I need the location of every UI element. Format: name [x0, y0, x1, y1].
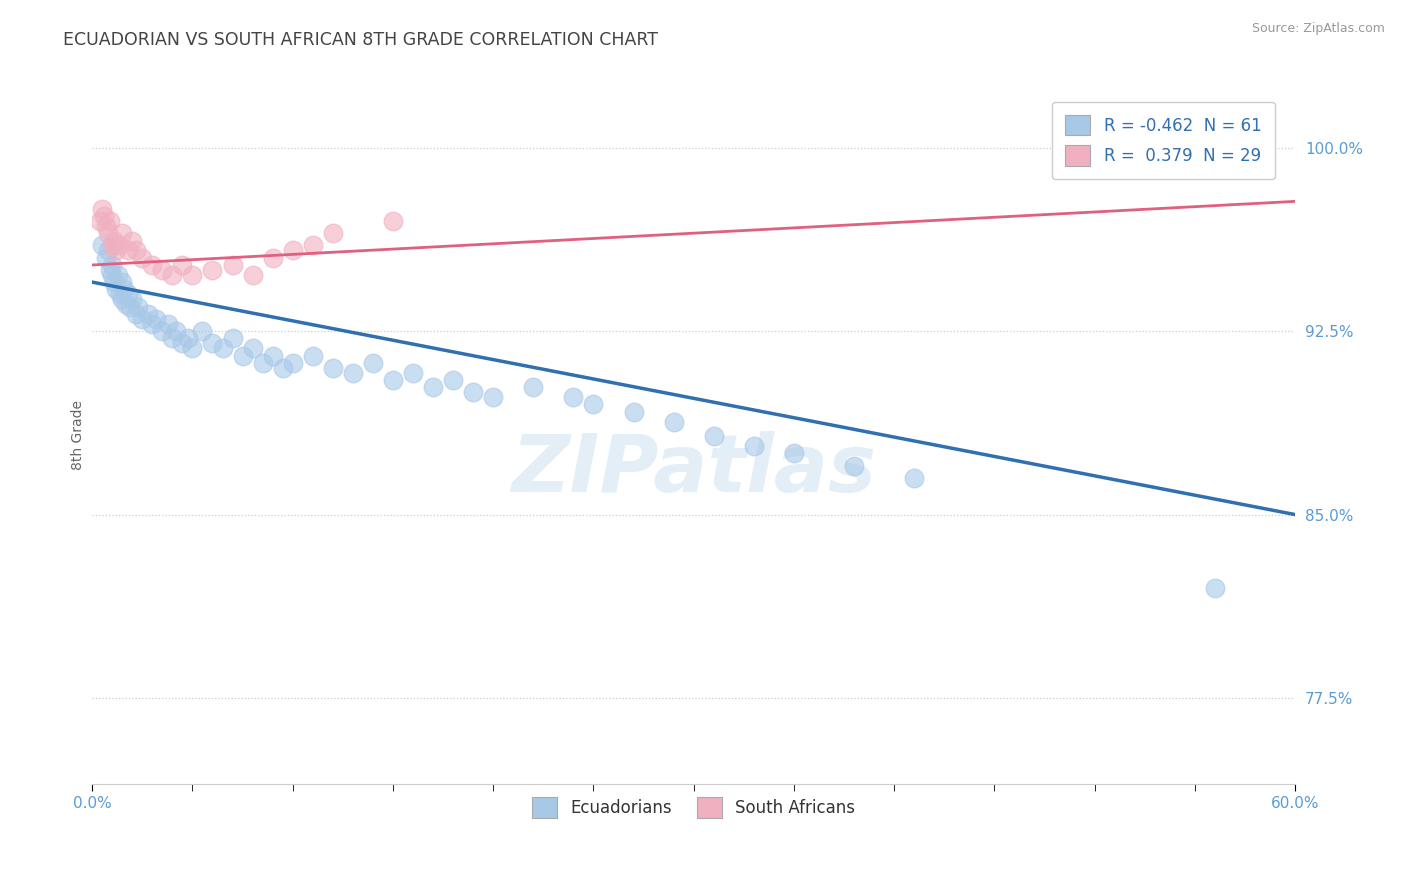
Point — [522, 380, 544, 394]
Point — [89, 214, 111, 228]
Point — [162, 268, 184, 282]
Point — [131, 251, 153, 265]
Point — [271, 360, 294, 375]
Point — [165, 324, 187, 338]
Point — [141, 317, 163, 331]
Point — [172, 258, 194, 272]
Text: ZIPatlas: ZIPatlas — [512, 431, 876, 509]
Text: Source: ZipAtlas.com: Source: ZipAtlas.com — [1251, 22, 1385, 36]
Point — [101, 268, 124, 282]
Point — [93, 209, 115, 223]
Point — [281, 244, 304, 258]
Point — [105, 244, 128, 258]
Point — [110, 287, 132, 301]
Point — [131, 311, 153, 326]
Point — [98, 263, 121, 277]
Point — [125, 307, 148, 321]
Point — [120, 300, 142, 314]
Point — [441, 373, 464, 387]
Point — [242, 341, 264, 355]
Point — [115, 297, 138, 311]
Point — [211, 341, 233, 355]
Point — [97, 226, 120, 240]
Point — [136, 307, 159, 321]
Point — [91, 238, 114, 252]
Point — [145, 311, 167, 326]
Point — [121, 234, 143, 248]
Y-axis label: 8th Grade: 8th Grade — [72, 400, 86, 470]
Legend: Ecuadorians, South Africans: Ecuadorians, South Africans — [526, 790, 862, 824]
Point — [262, 349, 284, 363]
Point — [103, 275, 125, 289]
Point — [98, 214, 121, 228]
Point — [107, 238, 129, 252]
Point — [301, 349, 323, 363]
Point — [402, 366, 425, 380]
Point — [1184, 145, 1206, 160]
Point — [177, 331, 200, 345]
Point — [150, 324, 173, 338]
Point — [112, 283, 135, 297]
Point — [121, 292, 143, 306]
Point — [162, 331, 184, 345]
Point — [125, 244, 148, 258]
Point — [105, 283, 128, 297]
Point — [117, 287, 139, 301]
Point — [381, 373, 404, 387]
Point — [281, 356, 304, 370]
Point — [111, 292, 134, 306]
Point — [482, 390, 505, 404]
Point — [322, 360, 344, 375]
Point — [623, 405, 645, 419]
Point — [1204, 581, 1226, 595]
Point — [783, 446, 806, 460]
Point — [252, 356, 274, 370]
Point — [422, 380, 444, 394]
Point — [157, 317, 180, 331]
Point — [662, 415, 685, 429]
Point — [181, 268, 204, 282]
Point — [842, 458, 865, 473]
Point — [97, 244, 120, 258]
Point — [201, 336, 224, 351]
Point — [181, 341, 204, 355]
Point — [111, 226, 134, 240]
Point — [103, 234, 125, 248]
Point — [562, 390, 585, 404]
Point — [201, 263, 224, 277]
Point — [361, 356, 384, 370]
Point — [150, 263, 173, 277]
Text: ECUADORIAN VS SOUTH AFRICAN 8TH GRADE CORRELATION CHART: ECUADORIAN VS SOUTH AFRICAN 8TH GRADE CO… — [63, 31, 658, 49]
Point — [107, 268, 129, 282]
Point — [903, 471, 925, 485]
Point — [242, 268, 264, 282]
Point — [101, 238, 124, 252]
Point — [262, 251, 284, 265]
Point — [381, 214, 404, 228]
Point — [703, 429, 725, 443]
Point — [127, 300, 149, 314]
Point — [463, 385, 485, 400]
Point — [221, 331, 243, 345]
Point — [342, 366, 364, 380]
Point — [141, 258, 163, 272]
Point — [111, 275, 134, 289]
Point — [582, 397, 605, 411]
Point — [322, 226, 344, 240]
Point — [221, 258, 243, 272]
Point — [117, 244, 139, 258]
Point — [91, 202, 114, 216]
Point — [742, 439, 765, 453]
Point — [301, 238, 323, 252]
Point — [232, 349, 254, 363]
Point — [96, 251, 118, 265]
Point — [101, 258, 124, 272]
Point — [191, 324, 214, 338]
Point — [172, 336, 194, 351]
Point — [96, 219, 118, 233]
